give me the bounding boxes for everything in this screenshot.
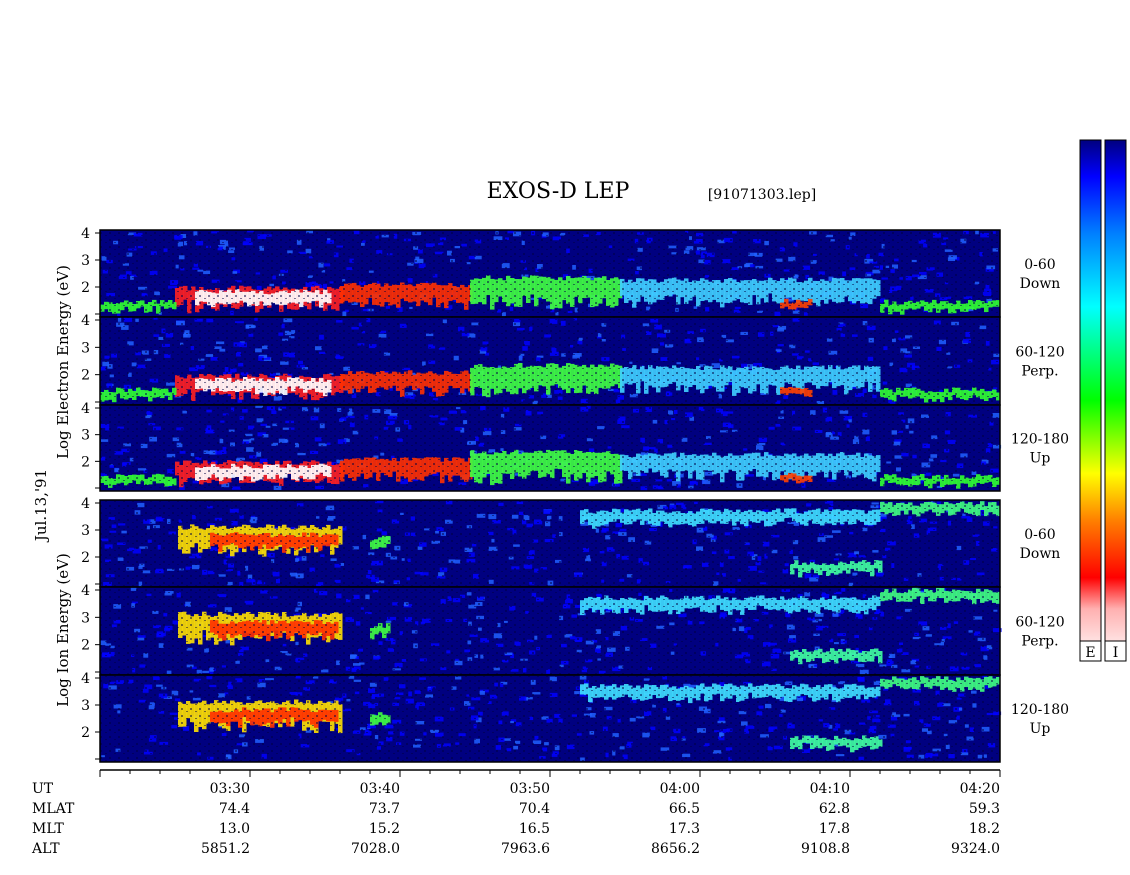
ephemeris-mlt-value: 18.2 [969,821,1000,837]
ephemeris-mlt-value: 17.3 [669,821,700,837]
ephemeris-row-label: MLT [32,821,64,837]
panel-direction-label: Perp. [1021,364,1058,380]
panel-angle-labels: 0-60 Down 60-120 Perp. 120-180 Up 0-60 Down 60-1… [1011,257,1069,737]
spectrogram-panels [99,229,1002,763]
panel-angle-label: 0-60 [1024,527,1055,543]
speckle-overlay [100,675,1000,762]
colorbar-label-i: I [1113,645,1119,661]
ephemeris-alt-value: 7028.0 [351,841,400,857]
ephemeris-alt-value: 8656.2 [651,841,700,857]
y-tick-label: 2 [81,725,90,741]
y-tick-label: 2 [81,454,90,470]
panel-ion-60-120 [99,586,1002,676]
panel-ion-120-180 [99,674,1002,763]
ephemeris-mlat-value: 62.8 [819,801,850,817]
y-tick-label: 4 [81,496,90,512]
ephemeris-alt-value: 9108.8 [801,841,850,857]
ephemeris-row-label: MLAT [32,801,75,817]
panel-angle-label: 60-120 [1015,615,1064,631]
colorbar-label-e: E [1085,645,1095,661]
y-tick-label: 3 [81,428,90,444]
electron-axis-label: Log Electron Energy (eV) [54,265,72,459]
ephemeris-alt-value: 9324.0 [951,841,1000,857]
panel-direction-label: Up [1030,721,1051,737]
panel-frame [99,404,1001,492]
group-axis-label: Log Electron Energy (eV) [54,265,72,459]
ephemeris-alt-value: 5851.2 [201,841,250,857]
speckle-overlay [100,587,1000,675]
panel-direction-label: Up [1030,451,1051,467]
y-tick-label: 2 [81,550,90,566]
ion-axis-label: Log Ion Energy (eV) [54,553,72,707]
panel-electron-0-60 [99,229,1001,318]
ephemeris-ut-value: 04:10 [810,781,850,797]
ephemeris-mlt-value: 13.0 [219,821,250,837]
y-tick-label: 3 [81,698,90,714]
ephemeris-mlat-value: 70.4 [519,801,550,817]
y-tick-label: 3 [81,523,90,539]
y-tick-label: 4 [81,313,90,329]
panel-direction-label: Down [1020,276,1061,292]
speckle-overlay [100,317,1000,405]
y-tick-label: 4 [81,583,90,599]
y-tick-label: 2 [81,638,90,654]
panel-ion-0-60 [99,499,1001,588]
file-label: [91071303.lep] [708,187,816,203]
panel-direction-label: Down [1020,546,1061,562]
panel-angle-label: 0-60 [1024,257,1055,273]
y-tick-label: 3 [81,253,90,269]
ephemeris-mlat-value: 66.5 [669,801,700,817]
ephemeris-row-label: UT [32,781,54,797]
ephemeris-ut-value: 03:40 [360,781,400,797]
ephemeris-ut-value: 04:00 [660,781,700,797]
date-label: Jul.13,'91 [32,469,50,543]
speckle-overlay [100,405,1000,491]
group-axis-label: Log Ion Energy (eV) [54,553,72,707]
speckle-overlay [100,500,1000,587]
ephemeris-mlat-value: 59.3 [969,801,1000,817]
ephemeris-mlt-value: 15.2 [369,821,400,837]
y-tick-label: 2 [81,280,90,296]
ephemeris-table: UT MLAT MLT ALT 03:30 74.4 13.0 5851.2 03:40 73.7… [31,781,1000,857]
y-tick-label: 4 [81,226,90,242]
ephemeris-mlt-value: 16.5 [519,821,550,837]
y-tick-label: 3 [81,340,90,356]
x-axis [99,769,1001,777]
colorbar-ion: I [1104,139,1127,662]
colorbar-electron: E [1079,139,1102,662]
ephemeris-ut-value: 04:20 [960,781,1000,797]
y-tick-label: 4 [81,671,90,687]
panel-electron-60-120 [99,316,1001,406]
ephemeris-ut-value: 03:30 [210,781,250,797]
ephemeris-alt-value: 7963.6 [501,841,550,857]
ephemeris-mlt-value: 17.8 [819,821,850,837]
panel-electron-120-180 [99,404,1002,492]
panel-angle-label: 60-120 [1015,345,1064,361]
panel-angle-label: 120-180 [1011,432,1069,448]
ephemeris-mlat-value: 73.7 [369,801,400,817]
y-tick-label: 3 [81,610,90,626]
ephemeris-row-label: ALT [31,841,60,857]
panel-angle-label: 120-180 [1011,702,1069,718]
y-axes: 2 3 4 2 3 4 2 3 4 2 3 4 2 3 4 2 3 4 [81,226,100,760]
y-tick-label: 2 [81,368,90,384]
speckle-overlay [100,230,1000,317]
ephemeris-ut-value: 03:50 [510,781,550,797]
ephemeris-mlat-value: 74.4 [219,801,250,817]
y-tick-label: 4 [81,401,90,417]
chart-title: EXOS-D LEP [487,179,630,204]
panel-frame [99,674,1001,763]
panel-direction-label: Perp. [1021,634,1058,650]
